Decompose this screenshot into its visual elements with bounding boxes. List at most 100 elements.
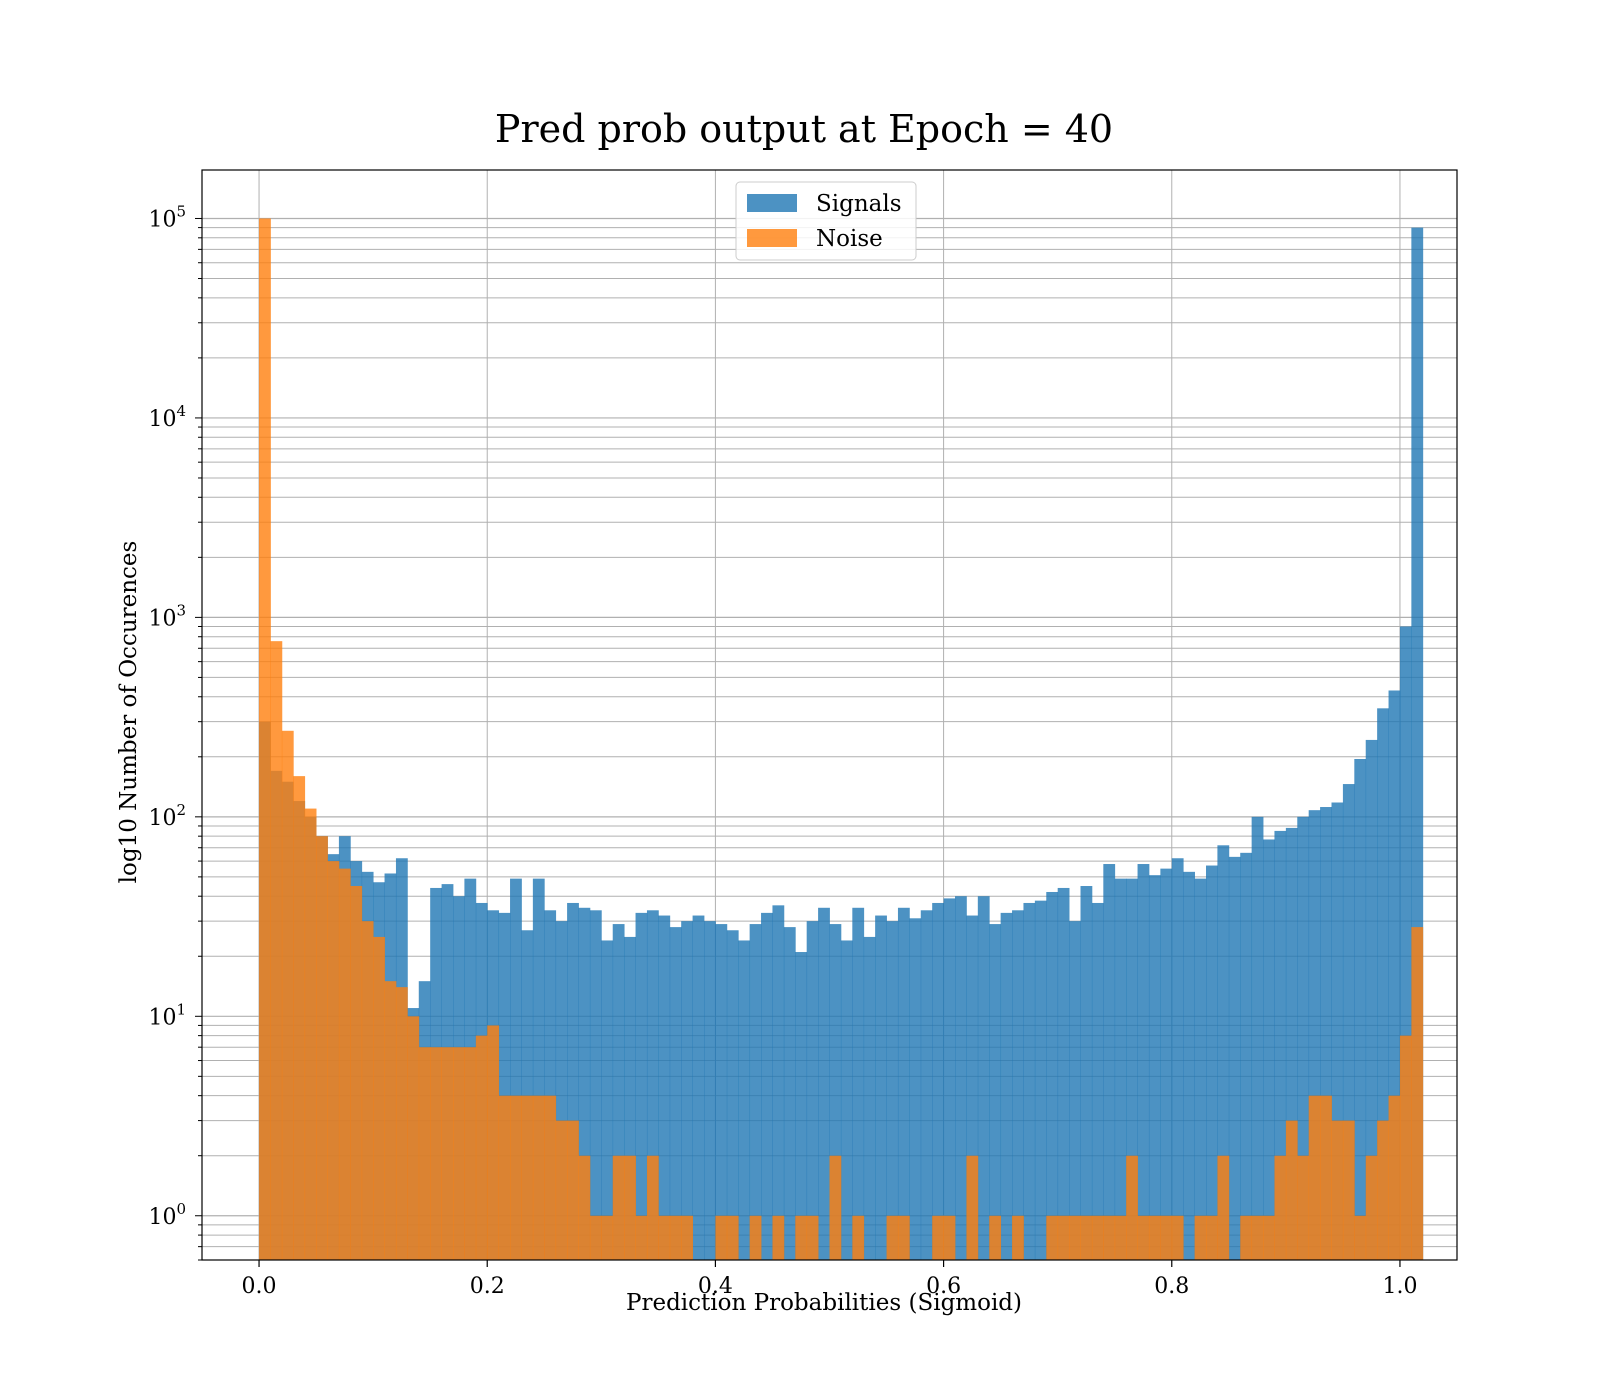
signals-bar (909, 918, 922, 1260)
noise-bar (555, 1120, 568, 1260)
noise-bar (1012, 1215, 1024, 1260)
signals-bar (612, 924, 625, 1260)
noise-bar (772, 1215, 785, 1260)
signals-bar (1183, 871, 1195, 1260)
noise-bar (1320, 1095, 1332, 1260)
noise-bar (612, 1155, 625, 1260)
noise-bar (567, 1120, 579, 1260)
signals-bar (532, 878, 545, 1260)
signals-bar (1251, 816, 1264, 1260)
noise-bar (1377, 1120, 1389, 1260)
noise-bar (897, 1215, 910, 1260)
signals-bar (932, 902, 944, 1260)
noise-bar (943, 1215, 956, 1260)
noise-bar (989, 1215, 1002, 1260)
signals-bar (646, 910, 659, 1260)
signals-bar (1388, 690, 1401, 1260)
noise-bar (304, 808, 317, 1260)
noise-bar (806, 1215, 819, 1260)
signals-bar (1228, 856, 1241, 1260)
noise-bar (601, 1215, 614, 1260)
noise-bar (430, 1047, 442, 1260)
noise-bar (1103, 1215, 1116, 1260)
noise-bar (453, 1047, 465, 1260)
noise-bar (498, 1095, 511, 1260)
signals-bar (943, 898, 956, 1260)
noise-bar (1285, 1120, 1298, 1260)
noise-bar (966, 1155, 979, 1260)
y-tick-label: 104 (148, 402, 186, 432)
signals-bar (897, 907, 910, 1260)
signals-bar (920, 910, 933, 1260)
noise-bar (270, 641, 283, 1260)
noise-bar (795, 1215, 808, 1260)
signals-bar (1114, 878, 1127, 1260)
noise-bar (1263, 1215, 1275, 1260)
signals-bar (1126, 878, 1138, 1260)
signals-bar (704, 921, 716, 1260)
noise-bar (510, 1095, 522, 1260)
noise-bar (1046, 1215, 1059, 1260)
signals-bar (1057, 887, 1070, 1260)
noise-bar (464, 1047, 477, 1260)
signals-bar (1171, 858, 1184, 1260)
y-axis-label: log10 Number of Occurences (116, 541, 142, 884)
bars-layer (259, 218, 1424, 1260)
noise-bar (658, 1215, 671, 1260)
noise-bar (361, 921, 374, 1260)
signals-bar (977, 896, 990, 1260)
noise-bar (1297, 1155, 1310, 1260)
signals-bar (886, 921, 899, 1260)
noise-bar (715, 1215, 728, 1260)
noise-bar (1194, 1215, 1207, 1260)
x-tick-label: 0.6 (926, 1274, 961, 1299)
noise-bar (669, 1215, 682, 1260)
noise-bar (1365, 1155, 1378, 1260)
noise-bar (1126, 1155, 1138, 1260)
signals-bar (521, 930, 534, 1260)
noise-bar (635, 1215, 648, 1260)
signals-bar (1240, 852, 1253, 1260)
noise-bar (1354, 1215, 1367, 1260)
noise-bar (646, 1155, 659, 1260)
noise-bar (1251, 1215, 1264, 1260)
x-tick-label: 0.4 (698, 1274, 733, 1299)
y-tick-label: 100 (148, 1200, 186, 1230)
signals-bar (955, 896, 967, 1260)
signals-bar (875, 915, 887, 1260)
signals-bar (1320, 807, 1332, 1260)
signals-bar (761, 912, 773, 1260)
plot-frame (201, 169, 1458, 1261)
noise-bar (1240, 1215, 1253, 1260)
noise-bar (852, 1215, 865, 1260)
signals-bar (1034, 900, 1047, 1260)
noise-bar (1217, 1155, 1230, 1260)
noise-bar (1274, 1155, 1287, 1260)
noise-bar (589, 1215, 602, 1260)
x-tick-label: 0.2 (470, 1274, 505, 1299)
noise-bar (886, 1215, 899, 1260)
noise-bar (1137, 1215, 1150, 1260)
noise-bar (475, 1035, 488, 1260)
noise-bar (726, 1215, 739, 1260)
noise-bar (1171, 1215, 1184, 1260)
signals-bar (624, 936, 636, 1260)
noise-bar (521, 1095, 534, 1260)
signals-bar (1285, 827, 1298, 1260)
signals-bar (555, 921, 568, 1260)
y-tick-label: 102 (148, 801, 186, 831)
signals-bar (635, 912, 648, 1260)
signals-bar (1012, 910, 1024, 1260)
noise-bar (1091, 1215, 1104, 1260)
legend-swatch-signals (747, 194, 797, 212)
noise-bar (327, 861, 340, 1260)
signals-bar (1399, 626, 1412, 1260)
x-tick-label: 0.8 (1154, 1274, 1189, 1299)
signals-bar (1023, 902, 1036, 1260)
noise-bar (829, 1155, 842, 1260)
signals-bar (1331, 802, 1344, 1260)
noise-bar (1331, 1120, 1344, 1260)
chart-title: Pred prob output at Epoch = 40 (495, 107, 1113, 151)
legend-label-signals: Signals (816, 191, 902, 217)
